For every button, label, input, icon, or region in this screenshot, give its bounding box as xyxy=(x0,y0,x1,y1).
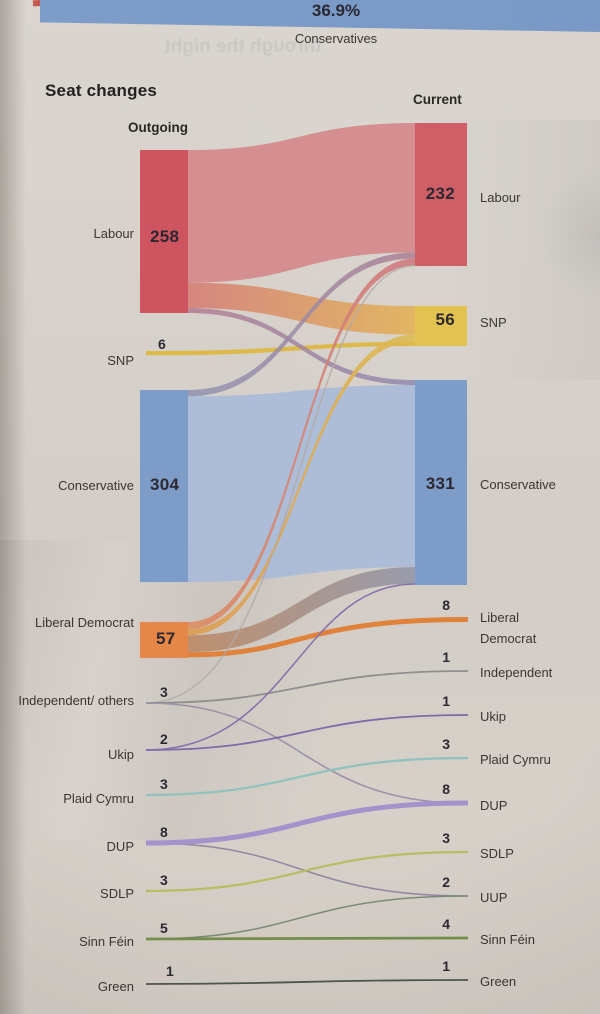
label-outgoing-libdem: Liberal Democrat xyxy=(35,615,134,630)
label-current-independent: Independent xyxy=(480,665,553,680)
flow-dup-uup xyxy=(145,842,469,897)
chart-title: Seat changes xyxy=(45,81,158,100)
current-column-header: Current xyxy=(413,92,462,107)
value-outgoing-plaid: 3 xyxy=(160,776,168,792)
value-current-labour: 232 xyxy=(425,184,455,203)
value-current-conservative: 331 xyxy=(425,474,455,493)
node-outgoing-libdem xyxy=(140,622,188,658)
flow-conservative-labour xyxy=(188,252,415,397)
value-current-libdem: 8 xyxy=(442,597,450,613)
label-current-sinnfein: Sinn Féin xyxy=(480,932,535,947)
flow-sinnfein-sinnfein xyxy=(145,936,469,941)
value-outgoing-ukip: 2 xyxy=(160,731,168,747)
value-outgoing-snp: 6 xyxy=(158,336,166,352)
value-current-sinnfein: 4 xyxy=(442,916,450,932)
label-current-dup: DUP xyxy=(480,798,508,813)
value-outgoing-dup: 8 xyxy=(160,824,168,840)
label-current-plaid: Plaid Cymru xyxy=(480,752,551,767)
flow-libdem-snp xyxy=(188,334,415,636)
label-current-sdlp: SDLP xyxy=(480,846,514,861)
value-outgoing-sinnfein: 5 xyxy=(160,920,168,936)
flow-green-green xyxy=(145,979,469,985)
value-outgoing-libdem: 57 xyxy=(156,629,176,648)
flow-libdem-conservative xyxy=(188,567,415,653)
value-current-independent: 1 xyxy=(442,649,450,665)
label-current-libdem: Liberal Democrat xyxy=(480,610,537,646)
flow-ukip-ukip xyxy=(145,714,469,751)
node-outgoing-conservative xyxy=(140,390,188,582)
node-current-conservative xyxy=(415,380,467,585)
flow-others-labour xyxy=(145,265,416,704)
value-outgoing-labour: 258 xyxy=(150,227,180,246)
label-current-labour: Labour xyxy=(480,190,521,205)
label-outgoing-sinnfein: Sinn Féin xyxy=(79,934,134,949)
label-outgoing-labour: Labour xyxy=(93,226,134,241)
outgoing-column-header: Outgoing xyxy=(128,120,188,135)
value-current-snp: 56 xyxy=(435,310,455,329)
label-outgoing-others: Independent/ others xyxy=(18,693,134,708)
value-current-green: 1 xyxy=(442,958,450,974)
flow-sdlp-sdlp xyxy=(145,850,469,893)
node-current-snp xyxy=(415,306,467,346)
value-outgoing-conservative: 304 xyxy=(150,475,180,494)
label-outgoing-plaid: Plaid Cymru xyxy=(63,791,134,806)
label-outgoing-sdlp: SDLP xyxy=(100,886,134,901)
value-outgoing-green: 1 xyxy=(166,963,174,979)
label-current-green: Green xyxy=(480,974,517,989)
label-current-ukip: Ukip xyxy=(480,709,507,724)
flow-dup-dup xyxy=(145,800,469,846)
value-current-plaid: 3 xyxy=(442,736,450,752)
label-outgoing-conservative: Conservative xyxy=(58,478,134,493)
label-current-uup: UUP xyxy=(480,890,508,905)
node-current-labour xyxy=(415,123,467,266)
conservatives-bar-label: Conservatives xyxy=(294,31,378,46)
flow-labour-snp xyxy=(188,282,415,335)
value-outgoing-others: 3 xyxy=(160,684,168,700)
node-outgoing-labour xyxy=(140,150,188,313)
label-outgoing-dup: DUP xyxy=(106,839,134,854)
flow-others-independent xyxy=(145,670,469,704)
flow-sinnfein-uup xyxy=(145,895,469,940)
flow-ukip-conservative xyxy=(145,583,416,751)
label-outgoing-ukip: Ukip xyxy=(107,747,134,762)
label-outgoing-green: Green xyxy=(97,979,134,994)
label-current-conservative: Conservative xyxy=(480,477,556,492)
flow-labour-labour xyxy=(188,123,415,283)
flow-labour-conservative xyxy=(188,308,415,385)
flow-plaid-plaid xyxy=(145,756,469,797)
flow-others-dup xyxy=(145,702,469,805)
value-outgoing-sdlp: 3 xyxy=(160,872,168,888)
conservatives-bar-value: 36.9% xyxy=(311,1,361,20)
label-outgoing-snp: SNP xyxy=(107,353,134,368)
label-current-snp: SNP xyxy=(480,315,507,330)
value-current-dup: 8 xyxy=(442,781,450,797)
flow-libdem-libdem xyxy=(188,617,468,658)
value-current-ukip: 1 xyxy=(442,693,450,709)
value-current-sdlp: 3 xyxy=(442,830,450,846)
value-current-uup: 2 xyxy=(442,874,450,890)
